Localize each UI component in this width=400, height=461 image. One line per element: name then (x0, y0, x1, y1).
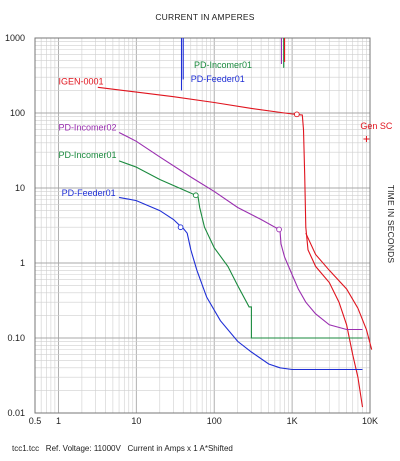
series-line (118, 196, 363, 371)
series-label: PD-Feeder01 (191, 74, 245, 84)
x-tick-label: 100 (207, 416, 222, 426)
y-tick-label: 10 (15, 183, 25, 193)
series-label: PD-Incomer02 (58, 123, 116, 133)
chart-footer: tcc1.tcc Ref. Voltage: 11000V Current in… (12, 444, 233, 453)
annotation-label: Gen SC (360, 121, 393, 131)
series-line (97, 86, 364, 408)
pickup-marker (192, 192, 199, 199)
chart-title: CURRENT IN AMPERES (155, 12, 254, 22)
series-line (305, 232, 373, 350)
series-label: PD-Incomer01 (58, 150, 116, 160)
gen-sc-marker (363, 136, 370, 143)
series-label: IGEN-0001 (58, 76, 103, 86)
grid (34, 38, 370, 414)
y-tick-labels: 1000 100 10 1 0.10 0.01 (5, 33, 25, 418)
y-axis-label: TIME IN SECONDS (386, 185, 396, 264)
pickup-marker (276, 226, 282, 233)
pickup-marker (177, 224, 184, 231)
series-layer: IGEN-0001 PD-Incomer02 PD-Incomer01 PD-Feed… (58, 38, 393, 408)
y-tick-label: 1000 (5, 33, 25, 43)
x-tick-labels: 0.5 1 10 100 1K 10K (29, 416, 378, 426)
x-tick-label: 10K (362, 416, 378, 426)
series-label: PD-Feeder01 (62, 188, 116, 198)
series-label: PD-Incomer01 (194, 60, 252, 70)
pickup-marker (293, 111, 300, 118)
y-tick-label: 0.01 (7, 408, 25, 418)
series-line (118, 132, 363, 331)
x-tick-label: 1 (56, 416, 61, 426)
x-tick-label: 0.5 (29, 416, 42, 426)
y-tick-label: 1 (20, 258, 25, 268)
plot-frame (34, 37, 371, 414)
y-tick-label: 100 (10, 108, 25, 118)
y-tick-label: 0.10 (7, 333, 25, 343)
series-line (118, 160, 363, 339)
x-tick-label: 1K (287, 416, 298, 426)
x-tick-label: 10 (131, 416, 141, 426)
